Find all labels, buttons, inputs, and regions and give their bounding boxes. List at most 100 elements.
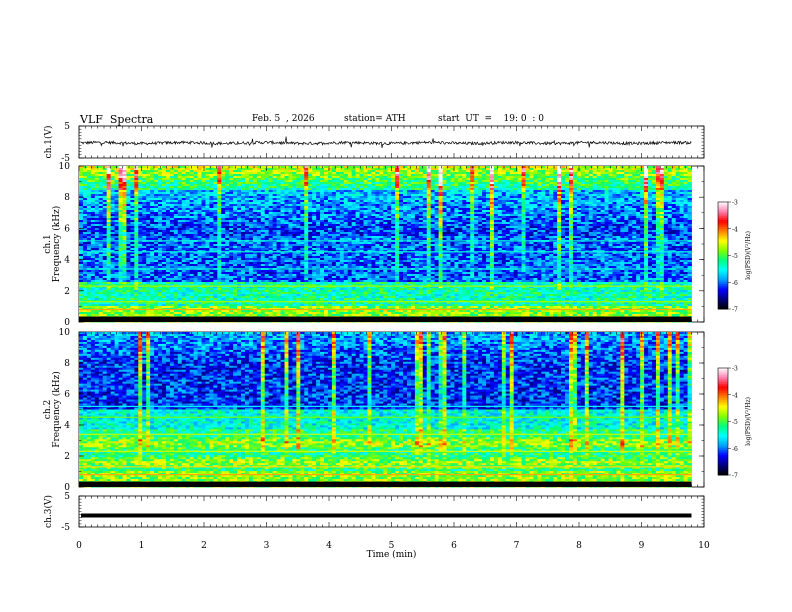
spectrogram-cell <box>462 178 467 181</box>
spectrogram-cell <box>640 176 645 179</box>
spectrogram-cell <box>655 178 661 181</box>
spectrogram-cell <box>375 172 380 175</box>
spectrogram-cell <box>489 174 495 177</box>
spectrogram-cell <box>347 172 353 175</box>
spectrogram-cell <box>399 174 404 177</box>
spectrogram-cell <box>497 168 503 171</box>
spectrogram-cell <box>241 172 246 175</box>
spectrogram-cell <box>379 176 384 179</box>
spectrogram-cell <box>375 178 380 181</box>
spectrogram-cell <box>110 180 115 183</box>
spectrogram-cell <box>628 178 633 181</box>
spectrogram-cell <box>418 176 424 179</box>
spectrogram-cell <box>233 180 238 183</box>
spectrogram-cell <box>486 178 491 181</box>
spectrogram-cell <box>300 170 305 173</box>
spectrogram-cell <box>489 166 495 169</box>
spectrogram-cell <box>181 166 187 169</box>
spectrogram-cell <box>197 166 202 169</box>
spectrogram-cell <box>296 176 301 179</box>
spectrogram-cell <box>521 166 526 169</box>
spectrogram-cell <box>308 174 313 177</box>
spectrogram-cell <box>434 168 439 171</box>
spectrogram-cell <box>395 176 400 179</box>
spectrogram-cell <box>513 166 519 169</box>
spectrogram-cell <box>320 174 325 177</box>
spectrogram-cell <box>225 176 230 179</box>
spectrogram-cell <box>134 170 139 173</box>
spectrogram-cell <box>225 174 230 177</box>
spectrogram-cell <box>462 176 467 179</box>
spectrogram-cell <box>142 176 147 179</box>
spectrogram-cell <box>683 168 688 171</box>
spectrogram-cell <box>608 170 613 173</box>
spectrogram-cell <box>260 174 266 177</box>
spectrogram-cell <box>596 178 602 181</box>
spectrogram-cell <box>138 170 143 173</box>
spectrogram-cell <box>489 168 495 171</box>
spectrogram-cell <box>466 174 471 177</box>
spectrogram-cell <box>458 172 463 175</box>
spectrogram-cell <box>410 172 416 175</box>
spectrogram-cell <box>351 170 357 173</box>
spectrogram-cell <box>288 176 293 179</box>
spectrogram-cell <box>158 170 163 173</box>
spectrogram-cell <box>671 166 677 169</box>
spectrogram-cell <box>584 172 590 175</box>
spectrogram-cell <box>395 172 400 175</box>
spectrogram-cell <box>379 172 384 175</box>
spectrogram-cell <box>229 170 234 173</box>
spectrogram-cell <box>177 176 183 179</box>
spectrogram-cell <box>150 178 155 181</box>
spectrogram-cell <box>478 172 483 175</box>
spectrogram-cell <box>675 176 681 179</box>
spectrogram-cell <box>671 174 677 177</box>
spectrogram-cell <box>553 168 558 171</box>
spectrogram-cell <box>355 168 360 171</box>
spectrogram-cell <box>663 174 669 177</box>
spectrogram-cell <box>82 176 88 179</box>
spectrogram-cell <box>403 172 408 175</box>
spectrogram-cell <box>422 176 428 179</box>
spectrogram-cell <box>486 172 491 175</box>
spectrogram-cell <box>679 178 684 181</box>
spectrogram-cell <box>454 176 459 179</box>
spectrogram-cell <box>331 172 337 175</box>
spectrogram-cell <box>359 168 364 171</box>
spectrogram-cell <box>142 172 147 175</box>
spectrogram-cell <box>561 176 566 179</box>
spectrogram-cell <box>612 168 617 171</box>
spectrogram-cell <box>671 170 677 173</box>
spectrogram-cell <box>387 170 392 173</box>
spectrogram-cell <box>565 176 570 179</box>
spectrogram-cell <box>268 170 274 173</box>
spectrogram-cell <box>225 178 230 181</box>
spectrogram-cell <box>454 168 459 171</box>
spectrogram-cell <box>327 168 333 171</box>
spectrogram-cell <box>671 178 677 181</box>
spectrogram-cell <box>79 168 84 171</box>
spectrogram-cell <box>470 176 475 179</box>
spectrogram-cell <box>201 180 206 183</box>
spectrogram-cell <box>454 170 459 173</box>
spectrogram-cell <box>387 166 392 169</box>
spectrogram-cell <box>537 178 542 181</box>
spectrogram-cell <box>474 168 479 171</box>
spectrogram-cell <box>596 174 602 177</box>
spectrogram-cell <box>659 178 665 181</box>
spectrogram-cell <box>82 172 88 175</box>
spectrogram-cell <box>154 170 159 173</box>
spectrogram-cell <box>410 166 416 169</box>
spectrogram-cell <box>320 178 325 181</box>
spectrogram-cell <box>671 176 677 179</box>
spectrogram-cell <box>268 178 274 181</box>
spectrogram-cell <box>391 176 396 179</box>
spectrogram-cell <box>497 178 503 181</box>
spectrogram-cell <box>478 174 483 177</box>
spectrogram-cell <box>576 174 582 177</box>
spectrogram-cell <box>296 172 301 175</box>
spectrogram-cell <box>260 172 266 175</box>
spectrogram-cell <box>663 176 669 179</box>
spectrogram-cell <box>82 168 88 171</box>
spectrogram-cell <box>675 168 681 171</box>
